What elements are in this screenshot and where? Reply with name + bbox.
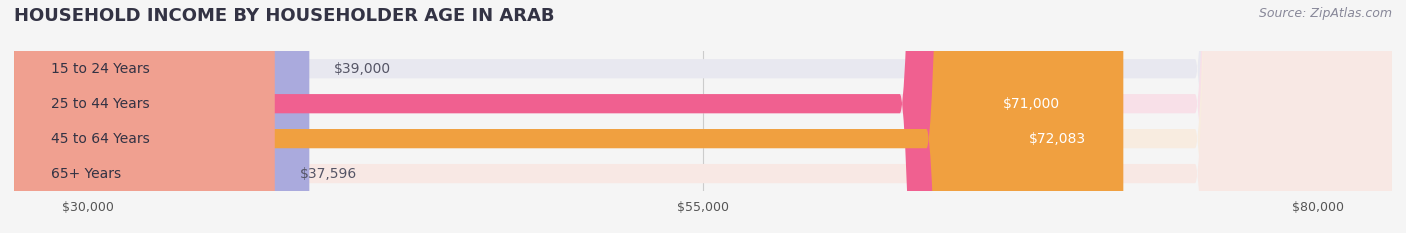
- Text: 25 to 44 Years: 25 to 44 Years: [51, 97, 149, 111]
- Text: 15 to 24 Years: 15 to 24 Years: [51, 62, 149, 76]
- FancyBboxPatch shape: [14, 0, 1392, 233]
- Text: 45 to 64 Years: 45 to 64 Years: [51, 132, 149, 146]
- FancyBboxPatch shape: [14, 0, 274, 233]
- FancyBboxPatch shape: [14, 0, 1392, 233]
- Text: $72,083: $72,083: [1029, 132, 1087, 146]
- FancyBboxPatch shape: [14, 0, 1392, 233]
- Text: 65+ Years: 65+ Years: [51, 167, 121, 181]
- Text: Source: ZipAtlas.com: Source: ZipAtlas.com: [1258, 7, 1392, 20]
- Text: $71,000: $71,000: [1002, 97, 1060, 111]
- FancyBboxPatch shape: [14, 0, 1392, 233]
- FancyBboxPatch shape: [14, 0, 1097, 233]
- FancyBboxPatch shape: [14, 0, 1123, 233]
- Text: $39,000: $39,000: [335, 62, 391, 76]
- FancyBboxPatch shape: [14, 0, 309, 233]
- Text: HOUSEHOLD INCOME BY HOUSEHOLDER AGE IN ARAB: HOUSEHOLD INCOME BY HOUSEHOLDER AGE IN A…: [14, 7, 554, 25]
- Text: $37,596: $37,596: [299, 167, 357, 181]
